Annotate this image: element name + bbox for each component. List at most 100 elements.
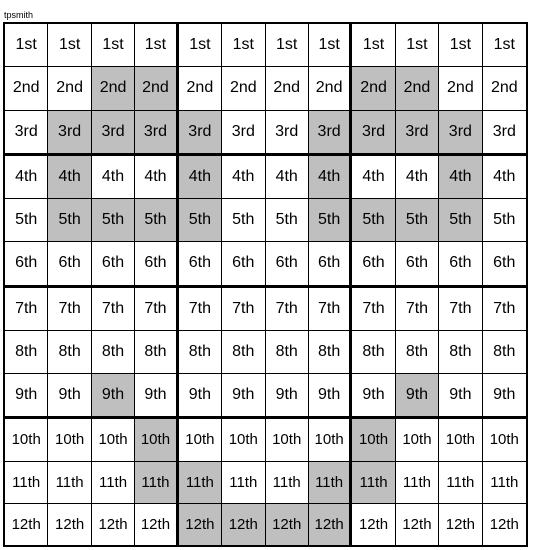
grid-cell: 9th [48,374,91,419]
grid-cell: 8th [266,331,309,374]
grid-cell: 6th [179,242,222,287]
grid-cell: 2nd [352,67,395,110]
grid-cell: 1st [396,24,439,67]
grid-cell: 3rd [222,111,265,156]
grid-cell: 6th [352,242,395,287]
grid-cell: 5th [5,199,48,242]
grid-cell: 10th [352,419,395,461]
grid-cell: 1st [309,24,352,67]
grid-cell: 6th [5,242,48,287]
grid-cell: 7th [396,288,439,331]
grid-cell: 11th [179,462,222,504]
grid-cell: 2nd [48,67,91,110]
grid-cell: 9th [222,374,265,419]
grid-cell: 11th [222,462,265,504]
grid-cell: 4th [5,156,48,199]
grid-cell: 8th [5,331,48,374]
grid-cell: 8th [48,331,91,374]
grid-cell: 5th [483,199,526,242]
grid-cell: 7th [48,288,91,331]
grid-cell: 8th [483,331,526,374]
grid-cell: 11th [5,462,48,504]
grid-cell: 3rd [396,111,439,156]
grid-cell: 5th [222,199,265,242]
grid-cell: 8th [309,331,352,374]
grid-cell: 11th [309,462,352,504]
grid-cell: 1st [179,24,222,67]
grid-cell: 7th [309,288,352,331]
grid-cell: 10th [92,419,135,461]
grid-cell: 1st [222,24,265,67]
grid-cell: 10th [396,419,439,461]
grid-cell: 4th [222,156,265,199]
grid-cell: 7th [352,288,395,331]
grid-cell: 9th [266,374,309,419]
grid-cell: 1st [92,24,135,67]
grid-cell: 3rd [352,111,395,156]
grid-cell: 6th [48,242,91,287]
grid-cell: 1st [483,24,526,67]
grid-cell: 4th [352,156,395,199]
grid-cell: 5th [92,199,135,242]
grid-cell: 10th [179,419,222,461]
grid-cell: 11th [396,462,439,504]
grid-cell: 12th [5,504,48,545]
grid-cell: 4th [266,156,309,199]
grid-cell: 1st [439,24,482,67]
grid-cell: 10th [266,419,309,461]
grid-cell: 10th [483,419,526,461]
grid-cell: 4th [179,156,222,199]
grid-cell: 7th [179,288,222,331]
grid-cell: 1st [135,24,178,67]
grid-cell: 12th [483,504,526,545]
grid-cell: 6th [92,242,135,287]
grid-cell: 11th [92,462,135,504]
grid-cell: 6th [396,242,439,287]
grid-cell: 6th [266,242,309,287]
grid-cell: 2nd [179,67,222,110]
grid-cell: 4th [92,156,135,199]
grid-cell: 7th [222,288,265,331]
grid-cell: 4th [135,156,178,199]
grid-cell: 9th [309,374,352,419]
grid-cell: 12th [179,504,222,545]
grid-cell: 6th [483,242,526,287]
puzzle-grid: 1st1st1st1st1st1st1st1st1st1st1st1st2nd2… [3,22,528,547]
grid-cell: 11th [48,462,91,504]
grid-cell: 3rd [135,111,178,156]
grid-cell: 6th [309,242,352,287]
grid-cell: 8th [352,331,395,374]
grid-cell: 4th [483,156,526,199]
grid-cell: 11th [483,462,526,504]
grid-cell: 12th [396,504,439,545]
grid-cell: 3rd [483,111,526,156]
grid-cell: 5th [48,199,91,242]
grid-cell: 2nd [5,67,48,110]
grid-cell: 1st [352,24,395,67]
grid-cell: 8th [135,331,178,374]
grid-cell: 2nd [309,67,352,110]
grid-cell: 5th [309,199,352,242]
grid-cell: 9th [439,374,482,419]
grid-cell: 10th [439,419,482,461]
grid-cell: 7th [92,288,135,331]
grid-cell: 2nd [135,67,178,110]
grid-cell: 1st [5,24,48,67]
grid-cell: 9th [179,374,222,419]
grid-cell: 4th [309,156,352,199]
grid-cell: 3rd [309,111,352,156]
grid-cell: 9th [352,374,395,419]
grid-cell: 4th [439,156,482,199]
grid-cell: 9th [5,374,48,419]
grid-cell: 12th [439,504,482,545]
grid-cell: 6th [222,242,265,287]
grid-cell: 8th [222,331,265,374]
grid-cell: 12th [92,504,135,545]
grid-cell: 2nd [439,67,482,110]
grid-cell: 2nd [222,67,265,110]
grid-cell: 7th [266,288,309,331]
grid-cell: 8th [92,331,135,374]
grid-cell: 5th [135,199,178,242]
grid-cell: 5th [439,199,482,242]
grid-cell: 4th [48,156,91,199]
